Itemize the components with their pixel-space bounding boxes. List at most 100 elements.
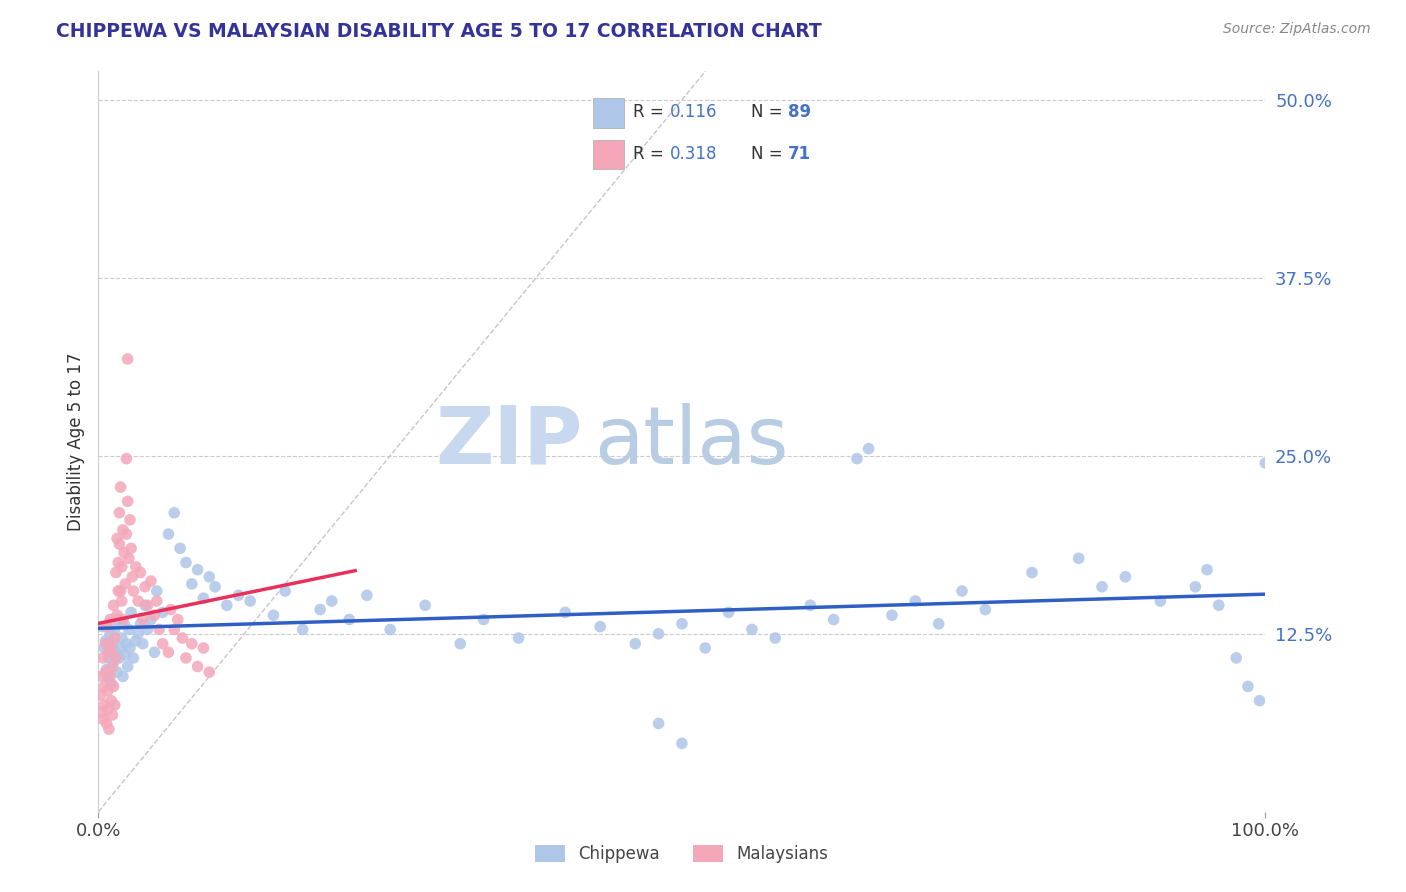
Point bbox=[198, 665, 221, 680]
Point bbox=[1254, 456, 1277, 470]
Point bbox=[104, 631, 127, 645]
Point bbox=[91, 712, 114, 726]
Point bbox=[858, 442, 880, 456]
Point bbox=[110, 640, 132, 655]
Point bbox=[380, 623, 402, 637]
Point bbox=[187, 563, 209, 577]
Point bbox=[98, 669, 121, 683]
Point bbox=[97, 645, 120, 659]
Point bbox=[1225, 651, 1247, 665]
Point bbox=[554, 606, 576, 620]
Point bbox=[96, 662, 118, 676]
Point bbox=[193, 640, 215, 655]
Point bbox=[174, 556, 197, 570]
Point bbox=[104, 645, 127, 659]
Point bbox=[1091, 580, 1114, 594]
Point bbox=[104, 698, 127, 712]
Point bbox=[136, 599, 159, 613]
Point bbox=[103, 655, 125, 669]
Point bbox=[90, 705, 112, 719]
Point bbox=[166, 613, 188, 627]
Point bbox=[110, 480, 132, 494]
Point bbox=[98, 626, 121, 640]
Point bbox=[763, 631, 786, 645]
Point bbox=[94, 665, 117, 680]
Point bbox=[950, 584, 973, 599]
Point bbox=[143, 608, 166, 623]
Point bbox=[101, 659, 124, 673]
Point bbox=[134, 599, 156, 613]
Point bbox=[157, 527, 180, 541]
Point bbox=[174, 651, 197, 665]
Point bbox=[671, 616, 693, 631]
Point bbox=[928, 616, 950, 631]
Point bbox=[1021, 566, 1043, 580]
Point bbox=[107, 584, 129, 599]
Point bbox=[97, 722, 120, 736]
Point bbox=[193, 591, 215, 606]
Point bbox=[180, 637, 202, 651]
Point bbox=[111, 669, 134, 683]
Point bbox=[129, 616, 152, 631]
Point bbox=[274, 584, 297, 599]
Point bbox=[112, 546, 135, 560]
Point bbox=[846, 451, 869, 466]
Point bbox=[118, 513, 141, 527]
Point bbox=[449, 637, 471, 651]
Point bbox=[695, 640, 717, 655]
Point bbox=[1149, 594, 1171, 608]
Point bbox=[148, 623, 170, 637]
Point bbox=[1114, 570, 1136, 584]
Point bbox=[1067, 551, 1090, 566]
Point bbox=[152, 606, 174, 620]
Point bbox=[163, 506, 186, 520]
Point bbox=[413, 599, 436, 613]
Point bbox=[97, 651, 120, 665]
Point bbox=[136, 623, 159, 637]
Point bbox=[97, 683, 120, 698]
Point bbox=[122, 584, 145, 599]
Point bbox=[118, 640, 141, 655]
Point bbox=[157, 645, 180, 659]
FancyBboxPatch shape bbox=[593, 140, 624, 169]
Point bbox=[101, 637, 124, 651]
Point bbox=[127, 626, 149, 640]
Point bbox=[110, 584, 132, 599]
Point bbox=[101, 707, 124, 722]
Point bbox=[94, 633, 117, 648]
Point bbox=[97, 669, 120, 683]
Point bbox=[103, 599, 125, 613]
Point bbox=[120, 606, 142, 620]
Point bbox=[118, 623, 141, 637]
Point bbox=[104, 651, 127, 665]
Point bbox=[129, 566, 152, 580]
Point bbox=[624, 637, 647, 651]
Point bbox=[105, 532, 128, 546]
Point bbox=[880, 608, 903, 623]
Point bbox=[111, 631, 134, 645]
Point bbox=[239, 594, 262, 608]
Point bbox=[97, 702, 120, 716]
Point bbox=[114, 648, 136, 662]
Point bbox=[111, 523, 134, 537]
Point bbox=[90, 619, 112, 633]
Point bbox=[100, 640, 122, 655]
Point bbox=[96, 716, 118, 731]
Point bbox=[111, 613, 134, 627]
Point bbox=[159, 602, 181, 616]
Point bbox=[125, 633, 148, 648]
Point bbox=[1249, 694, 1271, 708]
Point bbox=[103, 680, 125, 694]
Point bbox=[187, 659, 209, 673]
Text: N =: N = bbox=[751, 103, 787, 121]
Point bbox=[143, 645, 166, 659]
Point bbox=[98, 613, 121, 627]
Point bbox=[105, 665, 128, 680]
Point bbox=[139, 613, 162, 627]
Point bbox=[472, 613, 495, 627]
Point bbox=[309, 602, 332, 616]
Point bbox=[974, 602, 997, 616]
Point bbox=[823, 613, 845, 627]
Text: ZIP: ZIP bbox=[436, 402, 582, 481]
Point bbox=[117, 659, 139, 673]
